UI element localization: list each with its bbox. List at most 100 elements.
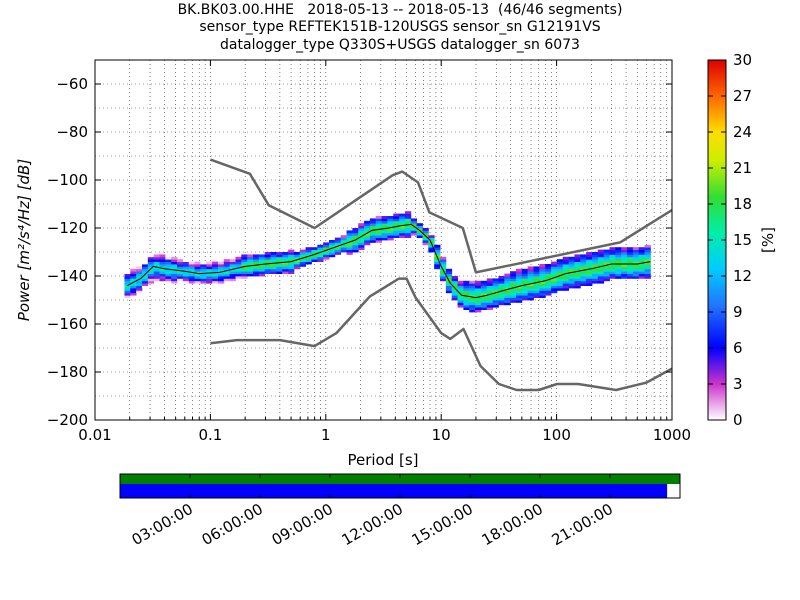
psd-cell xyxy=(235,273,242,277)
psd-cell xyxy=(434,259,441,262)
psd-cell xyxy=(136,285,143,289)
psd-cell xyxy=(551,271,558,274)
psd-cell xyxy=(399,218,406,222)
psd-cell xyxy=(621,249,628,253)
psd-cell xyxy=(591,276,599,279)
psd-cell xyxy=(457,288,464,291)
psd-cell xyxy=(627,259,634,262)
psd-cell xyxy=(556,285,564,289)
psd-cell xyxy=(346,247,353,250)
psd-cell xyxy=(165,264,172,267)
psd-cell xyxy=(381,225,388,229)
psd-cell xyxy=(165,259,172,262)
psd-cell xyxy=(609,249,616,253)
psd-cell xyxy=(621,259,628,262)
psd-cell xyxy=(311,254,318,258)
psd-cell xyxy=(270,254,277,258)
psd-cell xyxy=(188,266,195,270)
psd-cell xyxy=(334,247,342,250)
psd-cell xyxy=(480,288,488,291)
psd-cell xyxy=(147,268,155,272)
psd-cell xyxy=(498,290,505,294)
psd-cell xyxy=(153,266,160,270)
psd-cell xyxy=(591,273,599,277)
psd-cell xyxy=(212,268,219,272)
psd-cell xyxy=(475,288,482,291)
psd-cell xyxy=(153,261,160,265)
psd-cell xyxy=(556,268,564,272)
psd-cell xyxy=(562,261,569,265)
psd-cell xyxy=(229,276,236,279)
psd-cell xyxy=(516,285,523,289)
psd-cell xyxy=(480,283,488,286)
psd-cell xyxy=(510,300,517,303)
psd-cell xyxy=(130,268,137,272)
psd-cell xyxy=(352,235,359,238)
psd-cell xyxy=(428,247,435,250)
psd-cell xyxy=(586,264,593,267)
chart-title-line-3: datalogger_type Q330S+USGS datalogger_sn… xyxy=(220,37,580,53)
psd-cell xyxy=(545,276,552,279)
psd-cell xyxy=(463,292,470,296)
psd-cell xyxy=(551,264,558,267)
psd-cell xyxy=(562,278,569,282)
psd-cell xyxy=(212,264,219,267)
psd-cell xyxy=(463,307,470,310)
psd-cell xyxy=(475,280,482,284)
psd-cell xyxy=(480,295,488,298)
psd-cell xyxy=(217,266,225,270)
psd-cell xyxy=(288,259,295,262)
psd-cell xyxy=(615,259,622,262)
psd-cell xyxy=(551,288,558,291)
psd-cell xyxy=(463,295,470,298)
psd-cell xyxy=(171,266,178,270)
psd-cell xyxy=(165,273,172,277)
psd-cell xyxy=(217,261,225,265)
psd-cell xyxy=(270,268,277,272)
psd-cell xyxy=(124,271,131,274)
psd-cell xyxy=(644,273,651,277)
psd-cell xyxy=(545,288,552,291)
psd-cell xyxy=(253,271,260,274)
psd-cell xyxy=(223,266,231,270)
psd-cell xyxy=(556,278,564,282)
psd-cell xyxy=(521,295,529,298)
psd-cell xyxy=(124,276,131,279)
psd-cell xyxy=(591,264,599,267)
psd-cell xyxy=(188,261,195,265)
y-tick-label: −160 xyxy=(47,315,88,333)
psd-cell xyxy=(299,254,307,258)
psd-cell xyxy=(644,268,651,272)
psd-cell xyxy=(206,278,213,282)
psd-cell xyxy=(504,276,511,279)
psd-cell xyxy=(159,256,166,260)
psd-cell xyxy=(627,256,634,260)
psd-cell xyxy=(229,278,236,282)
psd-cell xyxy=(410,218,418,222)
psd-cell xyxy=(445,285,453,289)
psd-cell xyxy=(539,266,546,270)
psd-cell xyxy=(364,242,371,246)
psd-cell xyxy=(516,283,523,286)
psd-cell xyxy=(171,276,178,279)
psd-cell xyxy=(369,240,377,243)
psd-cell xyxy=(632,247,640,250)
psd-cell xyxy=(486,307,494,310)
psd-cell xyxy=(539,264,546,267)
psd-cell xyxy=(136,266,143,270)
psd-cell xyxy=(346,244,353,248)
psd-cell xyxy=(346,235,353,238)
psd-cell xyxy=(194,261,201,265)
psd-cell xyxy=(141,285,149,289)
psd-cell xyxy=(153,254,160,258)
psd-cell xyxy=(399,216,406,219)
psd-cell xyxy=(469,288,476,291)
psd-cell xyxy=(282,268,289,272)
psd-cell xyxy=(147,280,155,284)
psd-cell xyxy=(270,264,277,267)
psd-cell xyxy=(299,264,307,267)
psd-cell xyxy=(182,264,190,267)
psd-cell xyxy=(352,237,359,241)
psd-cell xyxy=(562,266,569,270)
psd-cell xyxy=(486,283,494,286)
